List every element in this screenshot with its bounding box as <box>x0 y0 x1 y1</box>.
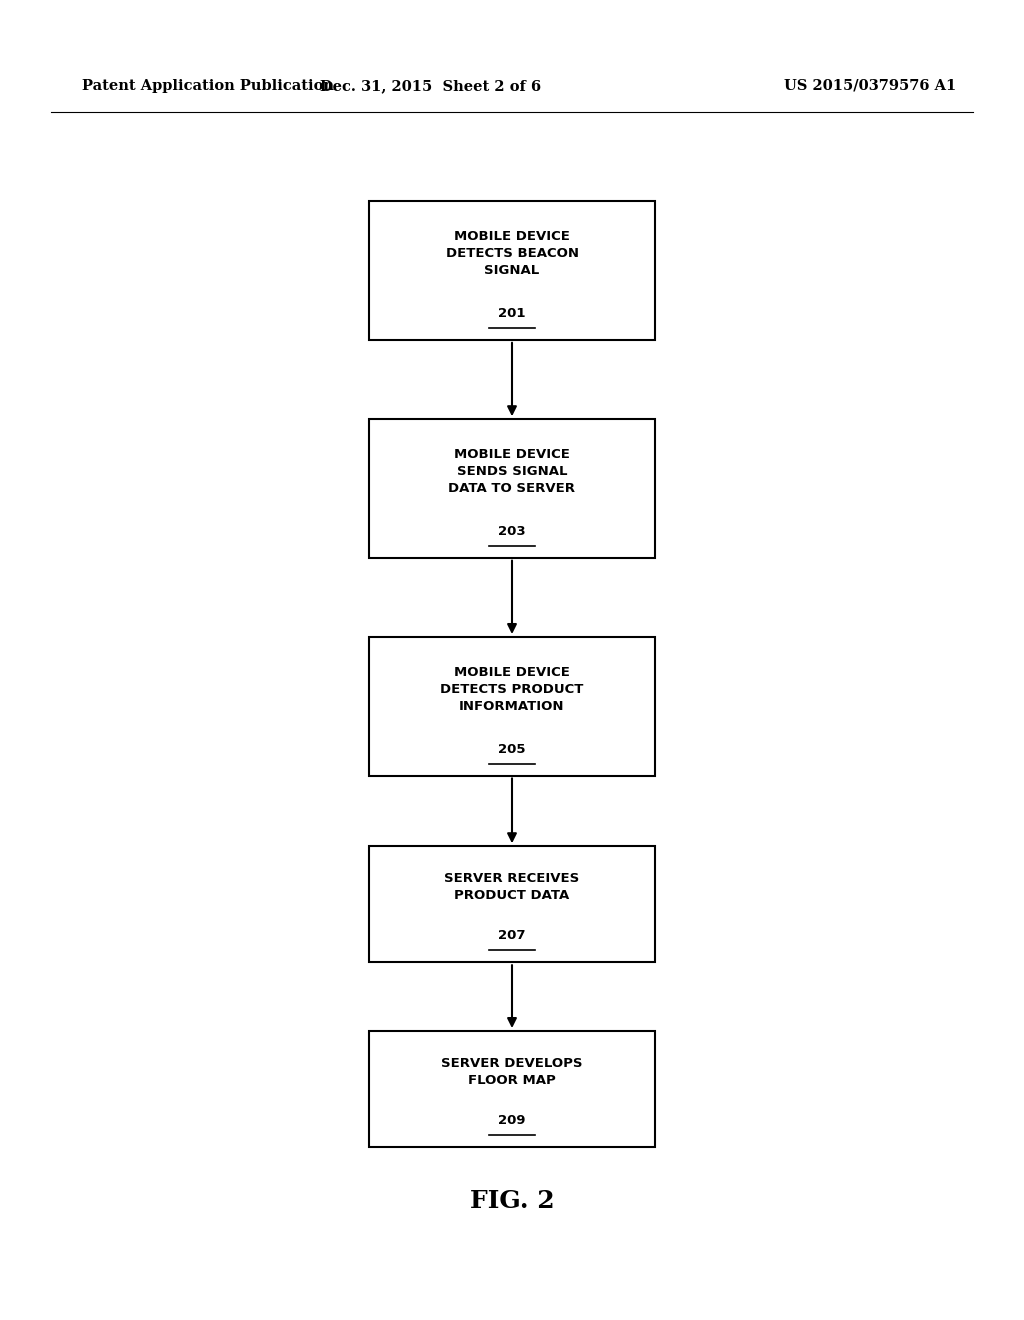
Text: SERVER RECEIVES
PRODUCT DATA: SERVER RECEIVES PRODUCT DATA <box>444 873 580 902</box>
Text: MOBILE DEVICE
DETECTS PRODUCT
INFORMATION: MOBILE DEVICE DETECTS PRODUCT INFORMATIO… <box>440 665 584 713</box>
FancyBboxPatch shape <box>369 1031 655 1147</box>
Text: 209: 209 <box>499 1114 525 1127</box>
Text: 201: 201 <box>499 308 525 319</box>
Text: SERVER DEVELOPS
FLOOR MAP: SERVER DEVELOPS FLOOR MAP <box>441 1057 583 1086</box>
FancyBboxPatch shape <box>369 636 655 776</box>
Text: Dec. 31, 2015  Sheet 2 of 6: Dec. 31, 2015 Sheet 2 of 6 <box>319 79 541 92</box>
Text: 205: 205 <box>499 743 525 755</box>
FancyBboxPatch shape <box>369 201 655 339</box>
Text: 203: 203 <box>499 525 525 537</box>
Text: US 2015/0379576 A1: US 2015/0379576 A1 <box>784 79 956 92</box>
Text: 207: 207 <box>499 929 525 942</box>
Text: Patent Application Publication: Patent Application Publication <box>82 79 334 92</box>
FancyBboxPatch shape <box>369 846 655 962</box>
Text: FIG. 2: FIG. 2 <box>470 1189 554 1213</box>
Text: MOBILE DEVICE
DETECTS BEACON
SIGNAL: MOBILE DEVICE DETECTS BEACON SIGNAL <box>445 230 579 277</box>
FancyBboxPatch shape <box>369 420 655 557</box>
Text: MOBILE DEVICE
SENDS SIGNAL
DATA TO SERVER: MOBILE DEVICE SENDS SIGNAL DATA TO SERVE… <box>449 447 575 495</box>
